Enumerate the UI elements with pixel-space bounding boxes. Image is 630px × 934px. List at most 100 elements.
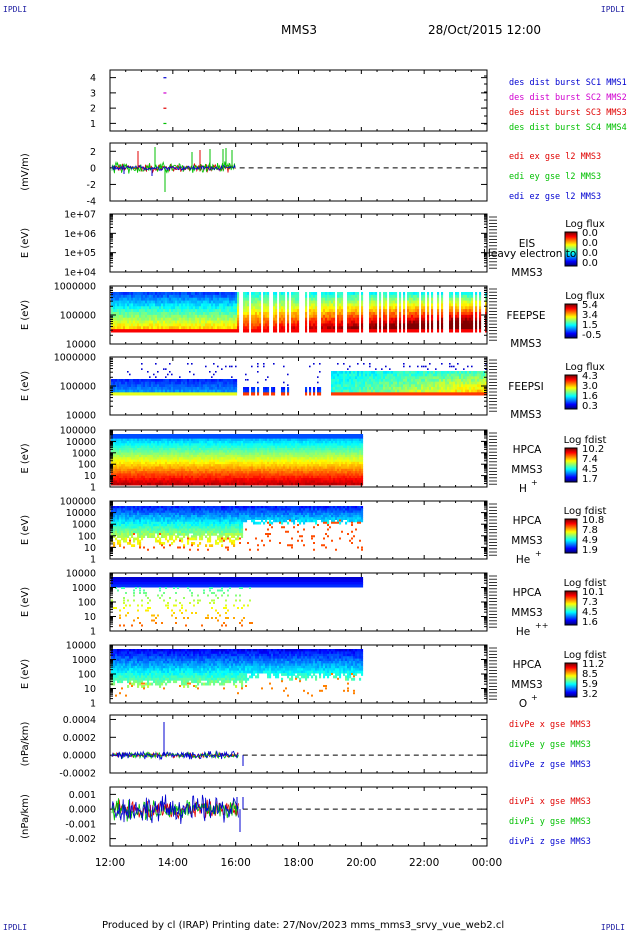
- spec-dot: [451, 365, 453, 368]
- legend-burst-2: des dist burst SC3 MMS3: [509, 108, 627, 118]
- spec-cell: [383, 314, 386, 319]
- spec-cell: [233, 292, 236, 296]
- spec-cell: [251, 294, 254, 299]
- spec-cell: [121, 434, 124, 437]
- spec-cell: [151, 317, 154, 322]
- spec-cell: [383, 309, 386, 313]
- spec-cell: [187, 457, 190, 460]
- spec-cell: [411, 294, 414, 299]
- spec-cell: [115, 473, 118, 477]
- spec-cell: [209, 387, 212, 391]
- spec-cell: [117, 454, 120, 458]
- spec-cell: [479, 384, 482, 388]
- spec-cell: [333, 303, 336, 307]
- spec-cell: [155, 466, 158, 470]
- spec-cell: [147, 317, 150, 322]
- spec-cell: [155, 457, 158, 460]
- spacecraft-title: MMS3: [281, 23, 317, 37]
- spec-cell: [341, 384, 344, 388]
- spec-cell: [147, 389, 150, 393]
- spec-cell: [283, 309, 286, 313]
- colorbar-cell: [565, 249, 577, 251]
- spec-cell: [161, 457, 164, 460]
- spec-cell: [275, 297, 278, 302]
- spec-cell: [149, 309, 152, 313]
- spec-cell: [407, 292, 410, 296]
- spec-cell: [467, 389, 470, 393]
- spec-cell: [415, 389, 418, 393]
- spec-cell: [161, 317, 164, 322]
- y-tick-label: 100000: [60, 382, 96, 393]
- spec-cell: [131, 392, 134, 396]
- spec-cell: [165, 379, 168, 383]
- spec-cell: [133, 459, 136, 463]
- spec-cell: [479, 379, 482, 383]
- spec-cell: [159, 480, 162, 484]
- spec-cell: [257, 323, 260, 327]
- spec-cell: [163, 297, 166, 302]
- spec-cell: [225, 392, 228, 396]
- spec-dot: [165, 376, 167, 378]
- spec-cell: [295, 320, 298, 324]
- spec-cell: [161, 468, 164, 472]
- spec-cell: [163, 306, 166, 310]
- spec-cell: [221, 309, 224, 313]
- spec-cell: [391, 300, 394, 304]
- spec-cell: [121, 317, 124, 322]
- spec-cell: [485, 306, 488, 310]
- spec-cell: [133, 306, 136, 310]
- spec-cell: [117, 440, 120, 444]
- spec-cell: [205, 309, 208, 313]
- spec-cell: [235, 297, 238, 302]
- spec-cell: [467, 384, 470, 388]
- spec-cell: [281, 294, 284, 299]
- spec-cell: [379, 381, 382, 385]
- spec-cell: [475, 320, 478, 324]
- spec-cell: [349, 312, 352, 316]
- spec-cell: [169, 381, 172, 385]
- spec-cell: [145, 392, 148, 396]
- spec-cell: [451, 317, 454, 322]
- spec-cell: [369, 373, 372, 377]
- spec-cell: [205, 473, 208, 477]
- spec-cell: [397, 389, 400, 393]
- spec-cell: [163, 317, 166, 322]
- spec-cell: [177, 478, 180, 481]
- instrument-label-eis: EIS: [519, 238, 536, 250]
- spec-cell: [237, 317, 240, 322]
- spec-cell: [111, 438, 114, 442]
- spec-cell: [469, 297, 472, 302]
- spec-cell: [207, 464, 210, 467]
- spec-cell: [227, 326, 230, 330]
- spec-cell: [171, 438, 174, 442]
- spec-cell: [207, 317, 210, 322]
- spec-cell: [229, 329, 232, 333]
- spec-cell: [215, 323, 218, 327]
- spec-dot: [317, 376, 319, 378]
- spec-cell: [129, 381, 132, 385]
- spec-cell: [349, 309, 352, 313]
- spec-cell: [431, 300, 434, 304]
- spec-cell: [199, 466, 202, 470]
- spec-cell: [457, 384, 460, 388]
- spec-cell: [205, 329, 208, 333]
- spec-cell: [163, 459, 166, 463]
- spec-cell: [297, 309, 300, 313]
- spec-cell: [167, 457, 170, 460]
- spec-cell: [129, 326, 132, 330]
- spec-cell: [293, 314, 296, 319]
- spec-cell: [159, 471, 162, 474]
- spec-cell: [165, 384, 168, 388]
- spec-cell: [383, 294, 386, 299]
- spec-cell: [137, 447, 140, 451]
- spec-cell: [415, 306, 418, 310]
- spec-cell: [115, 326, 118, 330]
- spec-cell: [349, 387, 352, 391]
- spec-cell: [281, 329, 284, 333]
- spec-cell: [139, 478, 142, 481]
- spec-cell: [403, 384, 406, 388]
- spec-cell: [403, 306, 406, 310]
- spec-cell: [265, 300, 268, 304]
- spec-cell: [423, 317, 426, 322]
- spec-cell: [177, 292, 180, 296]
